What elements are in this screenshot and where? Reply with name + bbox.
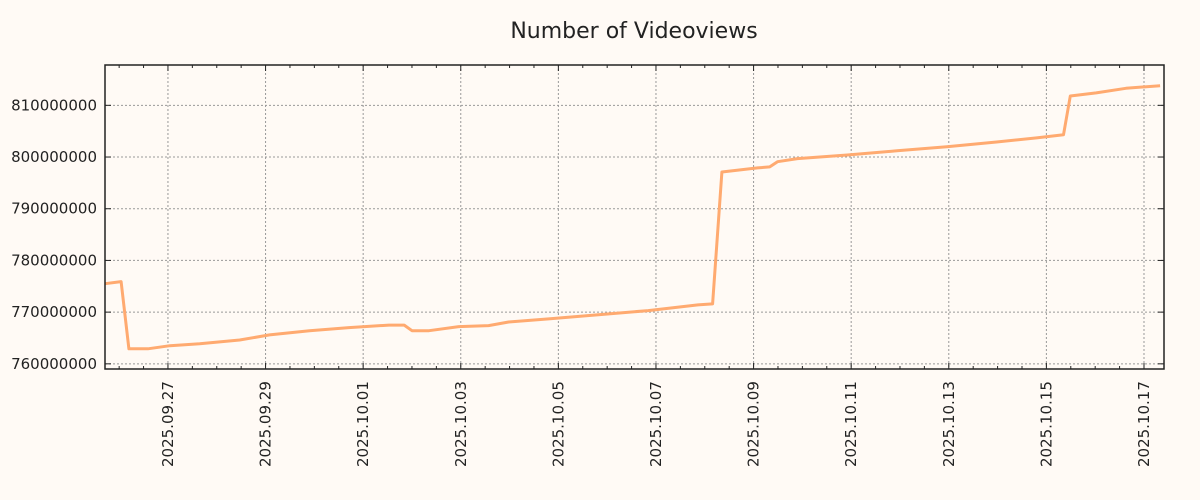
axis-ticks: [105, 65, 1164, 369]
y-tick-label: 780000000: [11, 251, 97, 269]
x-tick-label: 2025.10.01: [354, 381, 372, 467]
x-tick-label: 2025.10.13: [940, 381, 958, 467]
x-tick-label: 2025.09.29: [257, 381, 275, 467]
y-tick-label: 800000000: [11, 148, 97, 166]
chart-title: Number of Videoviews: [510, 19, 757, 44]
x-tick-label: 2025.10.15: [1037, 381, 1055, 467]
x-tick-label: 2025.10.05: [549, 381, 567, 467]
x-tick-label: 2025.10.11: [842, 381, 860, 467]
x-tick-label: 2025.10.09: [745, 381, 763, 467]
x-tick-label: 2025.10.17: [1135, 381, 1153, 467]
y-tick-label: 810000000: [11, 96, 97, 114]
grid: [105, 65, 1164, 369]
series-layer: [104, 84, 1161, 351]
x-tick-label: 2025.10.03: [452, 381, 470, 467]
y-tick-label: 790000000: [11, 200, 97, 218]
plot-frame: [104, 64, 1165, 370]
x-tick-label: 2025.09.27: [159, 381, 177, 467]
y-tick-label: 760000000: [11, 355, 97, 373]
series-line-videoviews: [104, 84, 1161, 351]
tick-labels: 2025.09.27 2025.09.29 2025.10.01 2025.10.03…: [11, 96, 1153, 467]
x-tick-label: 2025.10.07: [647, 381, 665, 467]
y-tick-label: 770000000: [11, 303, 97, 321]
